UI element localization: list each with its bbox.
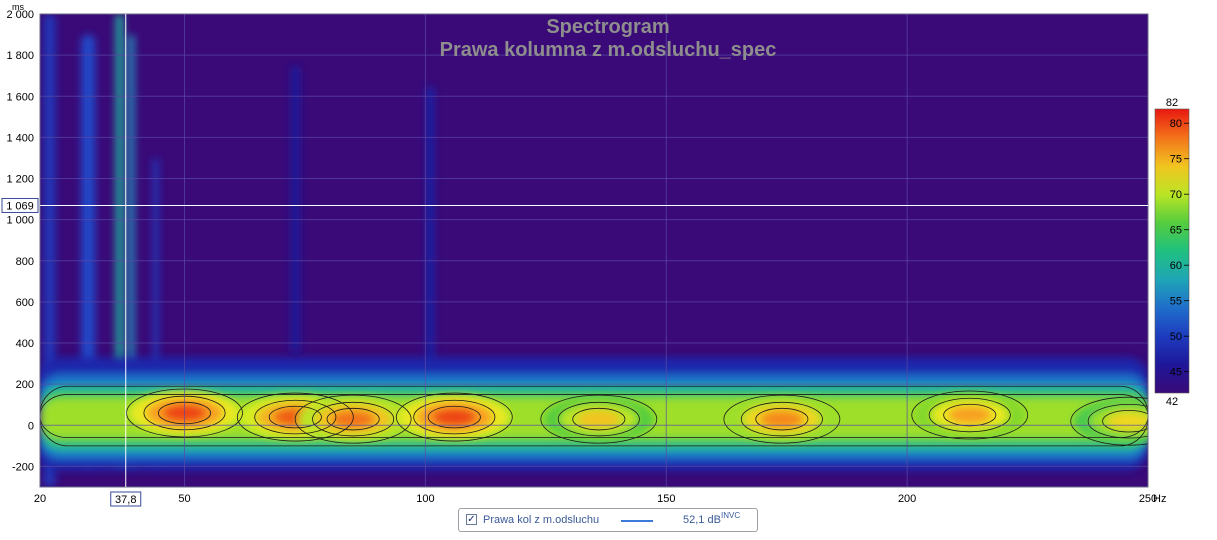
grid <box>39 13 1149 487</box>
y-unit-label: ms <box>12 2 24 12</box>
legend-checkbox[interactable]: ✓ <box>466 514 477 525</box>
contour-line <box>1087 403 1148 439</box>
colorbar-tick-label: 45 <box>1170 367 1182 379</box>
contour-line <box>254 399 337 435</box>
y-tick-label: 1 200 <box>6 174 34 186</box>
cursor-y-label: 1 069 <box>6 200 34 212</box>
heatmap-body <box>40 14 1148 487</box>
decay-streak <box>291 65 300 354</box>
y-tick-label: -200 <box>12 461 34 473</box>
colorbar-tick-label: 70 <box>1170 189 1182 201</box>
contour-line <box>413 399 496 435</box>
contour-line <box>740 401 823 437</box>
y-tick-label: 1 800 <box>6 50 34 62</box>
colorbar-tick-label: 65 <box>1170 225 1182 237</box>
decay-streak <box>426 85 435 385</box>
contour-line <box>40 385 1148 447</box>
legend-value: 52,1 dB <box>683 514 721 526</box>
chart-subtitle: Prawa kolumna z m.odsluchu_spec <box>440 39 777 61</box>
x-tick-label: 50 <box>178 493 190 505</box>
y-tick-label: 200 <box>16 379 34 391</box>
y-tick-label: 2 000 <box>6 9 34 21</box>
contour-line <box>723 394 841 444</box>
legend-value-suffix: INVC <box>721 511 741 520</box>
resonance-peak <box>576 410 621 428</box>
colorbar-tick-label: 75 <box>1170 154 1182 166</box>
resonance-peak <box>947 406 992 424</box>
legend-line-swatch <box>621 520 653 522</box>
contour-line <box>312 401 395 437</box>
colorbar-tick-label: 50 <box>1170 331 1182 343</box>
y-tick-label: 600 <box>16 297 34 309</box>
contour-line <box>911 390 1029 440</box>
contour-line <box>755 407 809 431</box>
contour-line <box>572 407 626 431</box>
y-tick-label: 1 400 <box>6 132 34 144</box>
cursor-x-label: 37,8 <box>115 494 136 506</box>
x-unit-label: Hz <box>1153 493 1166 505</box>
contour-line <box>268 405 322 429</box>
y-tick-label: 800 <box>16 256 34 268</box>
colorbar-max-label: 82 <box>1166 97 1178 109</box>
x-tick-label: 100 <box>416 493 434 505</box>
contour-line <box>326 407 380 431</box>
legend: ✓ Prawa kol z m.odsluchu 52,1 dB INVC <box>458 508 758 532</box>
plot-frame <box>39 13 1149 488</box>
legend-series-label: Prawa kol z m.odsluchu <box>483 514 600 526</box>
contour-line <box>1070 396 1148 446</box>
colorbar-tick-label: 80 <box>1170 118 1182 130</box>
contour-line <box>40 394 1148 439</box>
contour-line <box>1102 409 1148 433</box>
y-tick-label: 1 000 <box>6 215 34 227</box>
cursor-y-box <box>1 197 39 213</box>
colorbar-min-label: 42 <box>1166 396 1178 408</box>
contour-line <box>557 401 640 437</box>
contour-line <box>395 392 513 442</box>
contour-line <box>928 397 1011 433</box>
colorbar-tick-label: 60 <box>1170 260 1182 272</box>
contour-line <box>540 394 658 444</box>
cursor-x-box <box>110 491 142 507</box>
chart-title: Spectrogram <box>546 16 669 38</box>
resonance-peak <box>432 408 477 426</box>
x-tick-label: 20 <box>34 493 46 505</box>
contour-line <box>236 392 354 442</box>
y-tick-label: 400 <box>16 338 34 350</box>
contour-line <box>943 403 997 427</box>
x-tick-label: 200 <box>898 493 916 505</box>
y-tick-label: 0 <box>28 420 34 432</box>
y-tick-label: 1 600 <box>6 91 34 103</box>
x-tick-label: 150 <box>657 493 675 505</box>
decay-streak <box>115 14 124 467</box>
resonance-peak <box>759 410 804 428</box>
contour-lines <box>40 385 1148 447</box>
contour-line <box>294 394 412 444</box>
colorbar-tick-label: 55 <box>1170 296 1182 308</box>
x-tick-label: 250 <box>1139 493 1157 505</box>
contour-line <box>427 405 481 429</box>
colorbar <box>1154 108 1190 394</box>
